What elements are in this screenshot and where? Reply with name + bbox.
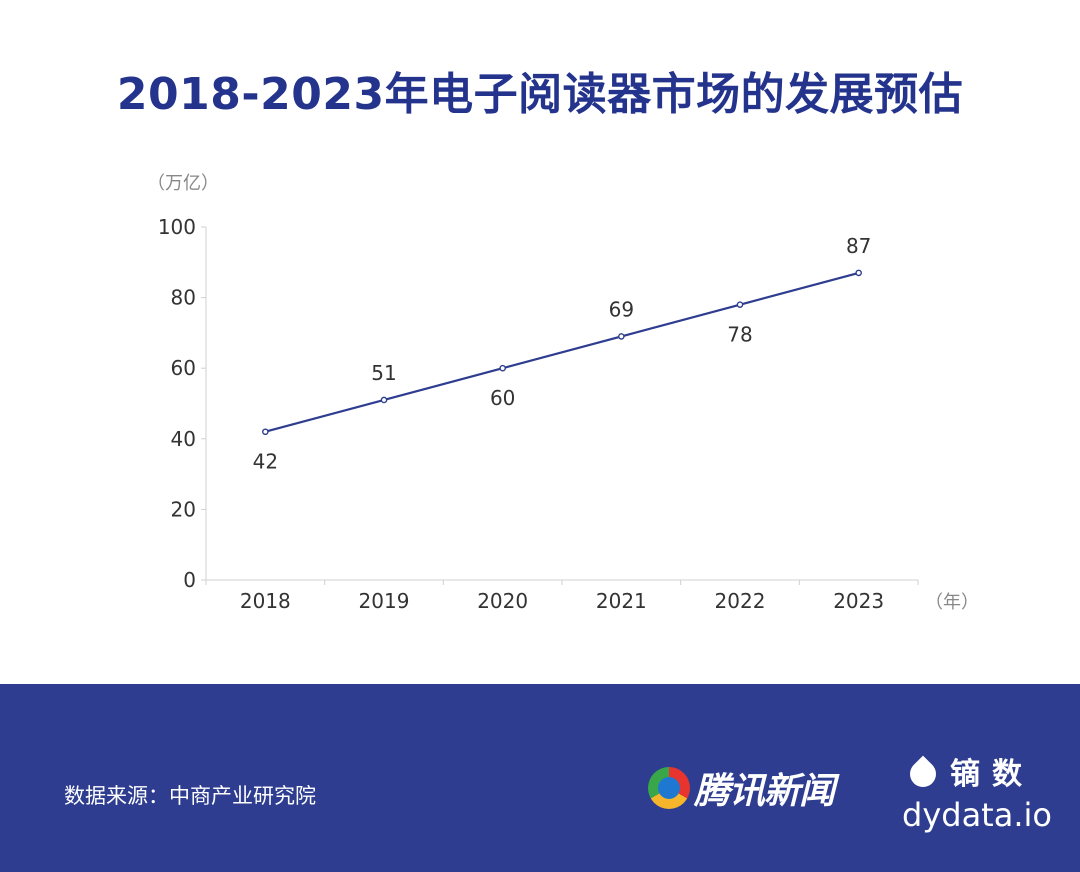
x-tick-label: 2023 bbox=[833, 589, 884, 613]
y-axis-unit-label: （万亿） bbox=[147, 173, 219, 194]
data-point bbox=[262, 428, 269, 436]
chart-title: 2018-2023年电子阅读器市场的发展预估 bbox=[116, 69, 964, 120]
dydata-logo-cn: 镝数 bbox=[950, 757, 1034, 792]
tencent-news-logo: 腾讯新闻 bbox=[648, 764, 835, 812]
data-label: 42 bbox=[253, 450, 278, 474]
data-label: 69 bbox=[609, 297, 634, 321]
data-point bbox=[618, 333, 625, 340]
data-label: 51 bbox=[371, 361, 396, 385]
data-point bbox=[855, 269, 862, 277]
x-tick-label: 2021 bbox=[596, 589, 647, 613]
y-tick-label: 100 bbox=[158, 215, 196, 239]
y-tick-label: 60 bbox=[171, 356, 196, 380]
x-tick-label: 2018 bbox=[240, 589, 291, 613]
data-label: 60 bbox=[490, 386, 515, 410]
data-label: 87 bbox=[846, 234, 871, 258]
data-point bbox=[380, 396, 388, 404]
data-label: 78 bbox=[727, 323, 752, 347]
y-tick-label: 40 bbox=[171, 427, 196, 451]
x-axis-unit-label: （年） bbox=[925, 592, 979, 613]
dydata-drop-icon bbox=[904, 755, 942, 793]
chart-series bbox=[262, 269, 862, 436]
y-tick-label: 20 bbox=[171, 497, 196, 521]
data-point bbox=[499, 364, 506, 372]
x-tick-label: 2020 bbox=[477, 589, 528, 613]
dydata-logo: 镝数 dydata.io bbox=[902, 748, 1052, 834]
data-point bbox=[736, 301, 744, 308]
y-tick-label: 0 bbox=[183, 568, 196, 592]
chart-labels: 0 20 40 60 80 100 2018 2019 2020 2021 2022 2023 （万亿）… bbox=[147, 173, 979, 613]
footer-banner: 数据来源：中商产业研究院 腾讯新闻 镝数 dydata.io bbox=[0, 684, 1080, 872]
chart-axes bbox=[201, 226, 919, 585]
x-tick-label: 2019 bbox=[359, 589, 410, 613]
y-tick-label: 80 bbox=[171, 286, 196, 310]
x-tick-label: 2022 bbox=[715, 589, 766, 613]
tencent-news-icon bbox=[648, 767, 690, 809]
data-source-text: 数据来源：中商产业研究院 bbox=[64, 784, 316, 808]
tencent-news-logo-text: 腾讯新闻 bbox=[694, 771, 835, 812]
line-chart: 0 20 40 60 80 100 2018 2019 2020 2021 2022 2023 （万亿）… bbox=[147, 173, 979, 613]
series-line bbox=[265, 271, 859, 433]
dydata-logo-url: dydata.io bbox=[902, 796, 1052, 834]
